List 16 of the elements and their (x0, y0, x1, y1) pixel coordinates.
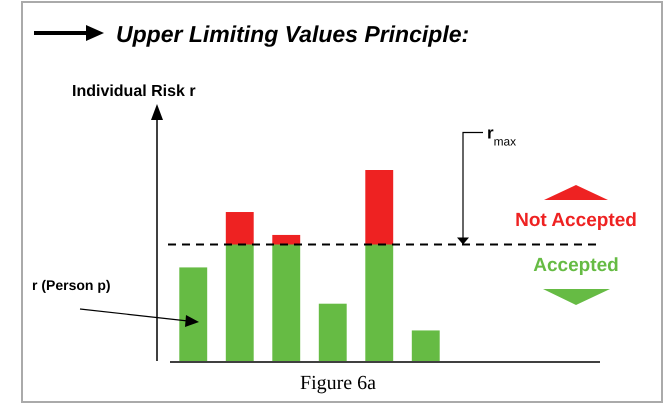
bar (365, 244, 394, 361)
bar (412, 330, 440, 361)
bar (272, 244, 300, 361)
caption: Figure 6a (300, 372, 376, 394)
bar (365, 170, 394, 244)
text: Not Accepted (515, 210, 637, 231)
text: Accepted (533, 255, 619, 276)
text: r (Person p) (32, 277, 111, 293)
y-axis-title: Individual Risk r (72, 83, 196, 100)
bar (272, 234, 300, 244)
bar (226, 244, 254, 361)
ref-line-label: r$_{max}$ (487, 123, 516, 148)
bar (179, 267, 208, 361)
bar (318, 304, 347, 361)
chart-title: Upper Limiting Values Principle: (116, 21, 470, 47)
bar (226, 212, 254, 244)
